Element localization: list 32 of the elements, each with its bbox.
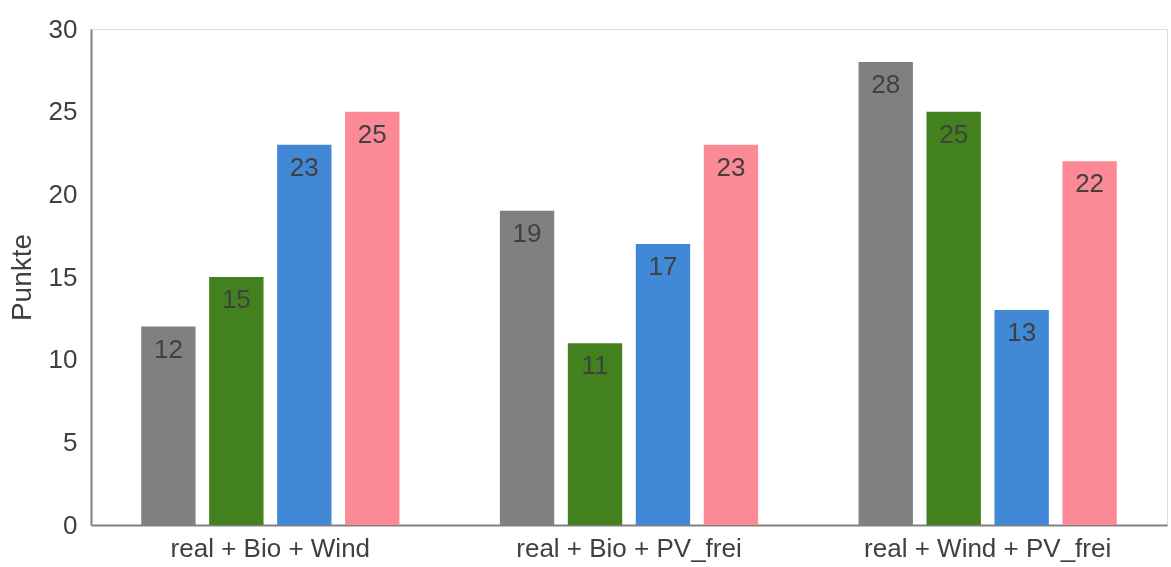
bar bbox=[209, 277, 264, 525]
y-tick-label: 25 bbox=[48, 96, 78, 127]
bar bbox=[703, 144, 759, 525]
data-label: 13 bbox=[1007, 317, 1037, 348]
data-label: 12 bbox=[153, 333, 183, 364]
y-tick-label: 0 bbox=[63, 509, 78, 540]
data-label: 23 bbox=[716, 151, 746, 182]
data-label: 22 bbox=[1075, 168, 1105, 199]
bar bbox=[1062, 161, 1117, 525]
data-label: 15 bbox=[221, 284, 251, 314]
data-label: 17 bbox=[648, 250, 678, 281]
bar bbox=[345, 111, 400, 525]
data-label: 23 bbox=[289, 151, 319, 182]
data-label: 19 bbox=[512, 217, 542, 248]
y-tick-label: 30 bbox=[48, 13, 78, 44]
x-tick-label: real + Bio + PV_frei bbox=[516, 532, 742, 563]
y-tick-label: 5 bbox=[63, 426, 78, 457]
bar bbox=[926, 111, 981, 525]
y-tick-label: 20 bbox=[48, 178, 78, 209]
data-label: 25 bbox=[357, 118, 387, 149]
y-axis-title: Punkte bbox=[5, 233, 37, 322]
bar bbox=[277, 144, 332, 525]
y-tick-label: 10 bbox=[48, 344, 78, 375]
data-label: 25 bbox=[939, 118, 969, 149]
data-label: 28 bbox=[871, 69, 901, 100]
data-label: 11 bbox=[581, 350, 609, 381]
bar bbox=[635, 243, 691, 525]
y-tick-label: 15 bbox=[48, 261, 78, 292]
bar bbox=[567, 343, 623, 525]
bar bbox=[994, 310, 1049, 525]
x-tick-label: real + Wind + PV_frei bbox=[864, 532, 1112, 563]
x-tick-label: real + Bio + Wind bbox=[170, 532, 371, 563]
